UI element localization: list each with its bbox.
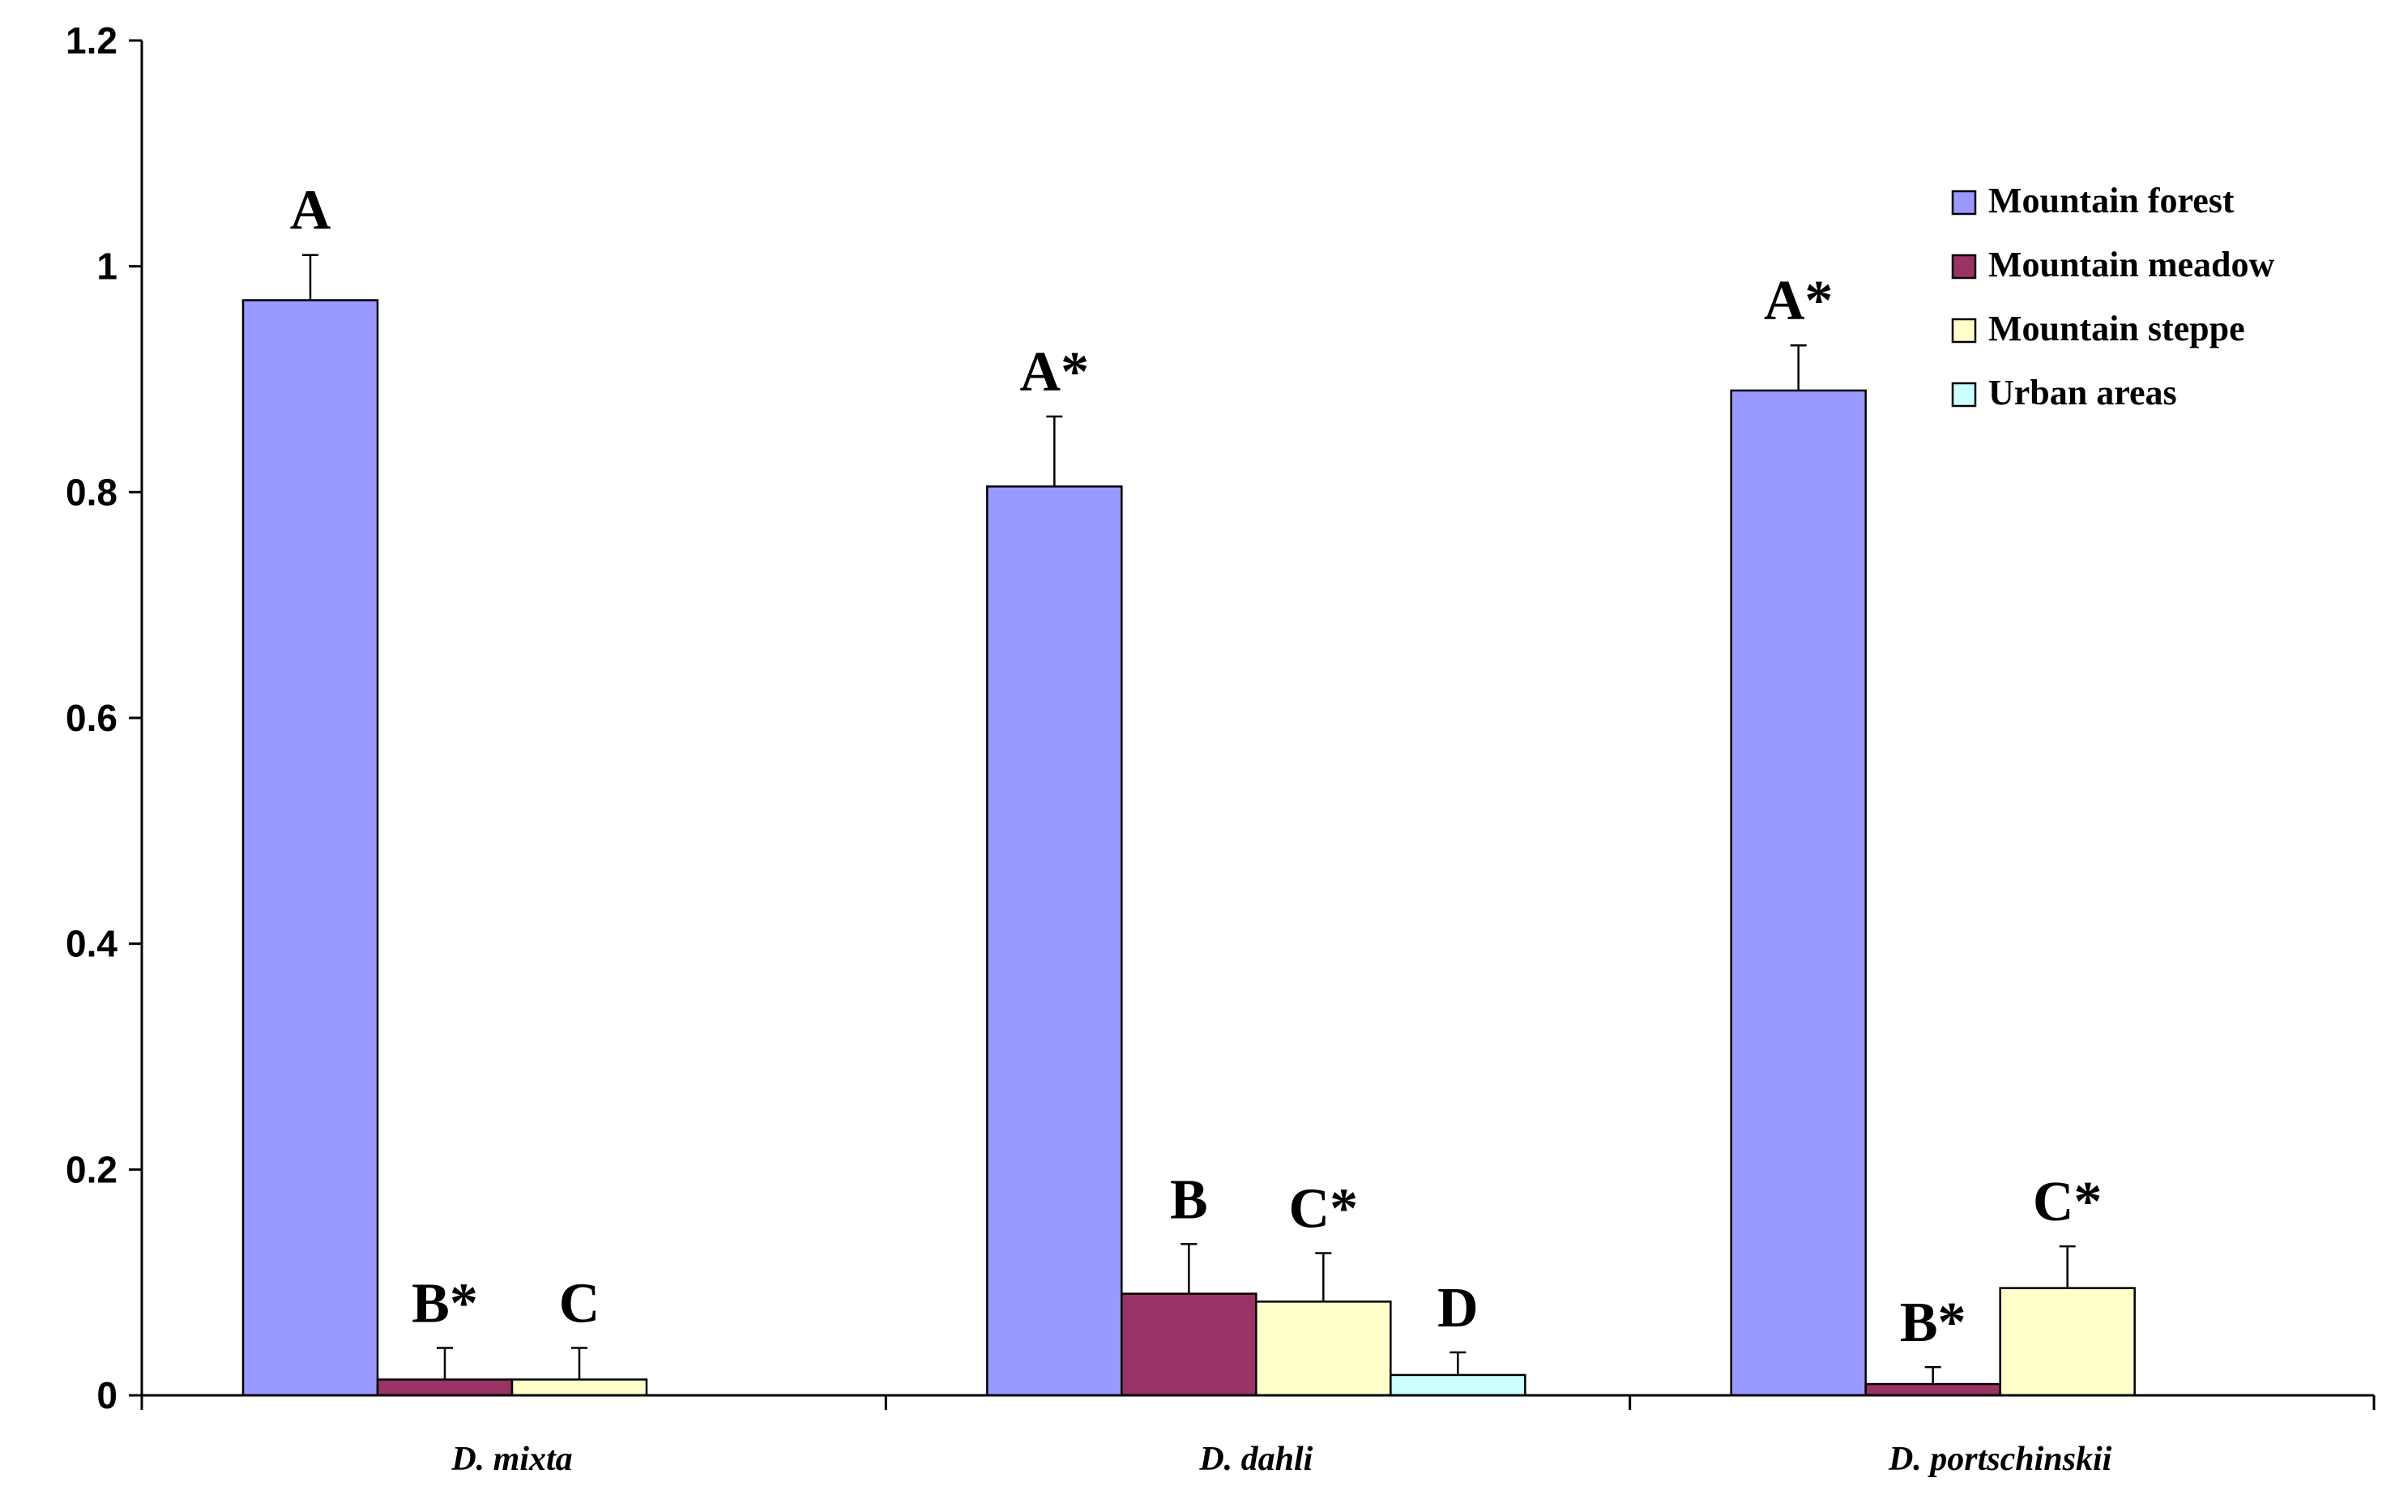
legend-label-3: Urban areas [1988, 373, 2177, 412]
category-label-1: D. dahli [1198, 1441, 1313, 1478]
y-tick-label-3: 0.6 [66, 697, 117, 739]
significance-label-1-0: B* [412, 1272, 478, 1335]
bar-1-2 [1864, 1382, 2001, 1397]
y-tick-label-4: 0.8 [66, 471, 117, 513]
y-tick-label-6: 1.2 [66, 19, 117, 62]
significance-label-2-0: C [559, 1272, 600, 1335]
significance-label-1-1: B [1170, 1168, 1208, 1231]
bar-3-1 [1390, 1373, 1526, 1397]
y-tick-label-1: 0.2 [66, 1148, 117, 1190]
y-tick-label-2: 0.4 [66, 923, 117, 965]
bar-2-1 [1255, 1301, 1392, 1397]
y-tick-label-5: 1 [96, 246, 117, 288]
bar-1-0 [376, 1378, 514, 1397]
category-label-0: D. mixta [450, 1441, 572, 1478]
significance-label-3-1: D [1437, 1277, 1479, 1339]
bar-2-0 [510, 1378, 648, 1397]
legend-label-2: Mountain steppe [1988, 309, 2245, 348]
bar-1-1 [1121, 1292, 1257, 1397]
significance-label-2-2: C* [2033, 1171, 2103, 1233]
category-label-2: D. portschinskii [1888, 1441, 2112, 1478]
bar-0-0 [241, 299, 379, 1397]
legend-swatch-3 [1951, 382, 1977, 408]
legend-swatch-0 [1951, 190, 1977, 216]
legend-swatch-2 [1951, 318, 1977, 344]
bar-2-2 [1999, 1287, 2136, 1397]
y-tick-label-0: 0 [96, 1374, 117, 1416]
significance-label-0-0: A [290, 180, 331, 242]
bar-0-1 [986, 485, 1123, 1397]
significance-label-2-1: C* [1289, 1177, 1359, 1240]
significance-label-1-2: B* [1900, 1292, 1966, 1354]
significance-label-0-1: A* [1020, 341, 1090, 404]
legend-label-0: Mountain forest [1988, 181, 2235, 220]
bar-0-2 [1730, 389, 1867, 1397]
legend-label-1: Mountain meadow [1988, 245, 2274, 284]
legend-swatch-1 [1951, 254, 1977, 280]
significance-label-0-2: A* [1764, 270, 1834, 332]
